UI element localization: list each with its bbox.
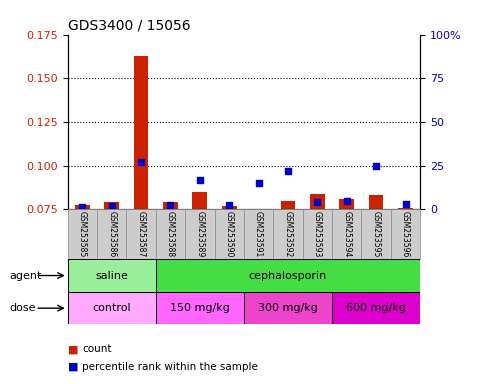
Bar — [369, 195, 384, 209]
Bar — [244, 292, 332, 324]
Bar — [398, 207, 413, 209]
Bar — [127, 209, 156, 259]
Text: agent: agent — [10, 270, 42, 281]
Text: GSM253587: GSM253587 — [137, 211, 145, 257]
Bar — [222, 206, 237, 209]
Point — [167, 202, 174, 208]
Bar — [244, 209, 273, 259]
Point — [196, 177, 204, 183]
Bar — [361, 209, 391, 259]
Text: saline: saline — [95, 270, 128, 281]
Text: GDS3400 / 15056: GDS3400 / 15056 — [68, 18, 190, 32]
Text: GSM253588: GSM253588 — [166, 211, 175, 257]
Text: percentile rank within the sample: percentile rank within the sample — [82, 362, 258, 372]
Text: 300 mg/kg: 300 mg/kg — [258, 303, 318, 313]
Point — [313, 199, 321, 205]
Text: ■: ■ — [68, 362, 78, 372]
Bar — [391, 209, 420, 259]
Point — [402, 201, 410, 207]
Bar — [75, 205, 90, 209]
Point — [137, 159, 145, 165]
Text: cephalosporin: cephalosporin — [249, 270, 327, 281]
Bar — [193, 192, 207, 209]
Bar — [156, 292, 244, 324]
Text: GSM253594: GSM253594 — [342, 211, 351, 257]
Bar — [332, 292, 420, 324]
Bar — [104, 202, 119, 209]
Text: GSM253586: GSM253586 — [107, 211, 116, 257]
Text: GSM253592: GSM253592 — [284, 211, 293, 257]
Bar — [303, 209, 332, 259]
Text: ■: ■ — [68, 344, 78, 354]
Point — [372, 164, 380, 170]
Bar — [68, 292, 156, 324]
Point — [226, 202, 233, 208]
Bar — [97, 209, 127, 259]
Bar — [310, 194, 325, 209]
Point — [343, 199, 351, 205]
Bar — [156, 209, 185, 259]
Text: GSM253589: GSM253589 — [195, 211, 204, 257]
Point — [108, 203, 115, 209]
Point — [284, 168, 292, 174]
Bar — [68, 209, 97, 259]
Bar — [340, 199, 354, 209]
Text: count: count — [82, 344, 112, 354]
Text: GSM253585: GSM253585 — [78, 211, 87, 257]
Text: GSM253596: GSM253596 — [401, 211, 410, 257]
Text: GSM253591: GSM253591 — [254, 211, 263, 257]
Bar — [281, 200, 295, 209]
Point — [255, 180, 262, 186]
Text: GSM253595: GSM253595 — [371, 211, 381, 257]
Point — [78, 204, 86, 210]
Text: 600 mg/kg: 600 mg/kg — [346, 303, 406, 313]
Text: GSM253590: GSM253590 — [225, 211, 234, 257]
Text: control: control — [92, 303, 131, 313]
Bar — [163, 202, 178, 209]
Bar — [68, 259, 156, 292]
Text: GSM253593: GSM253593 — [313, 211, 322, 257]
Bar — [134, 56, 148, 209]
Text: dose: dose — [10, 303, 36, 313]
Bar — [273, 209, 303, 259]
Bar — [332, 209, 361, 259]
Text: 150 mg/kg: 150 mg/kg — [170, 303, 230, 313]
Bar — [156, 259, 420, 292]
Bar — [214, 209, 244, 259]
Bar — [185, 209, 214, 259]
